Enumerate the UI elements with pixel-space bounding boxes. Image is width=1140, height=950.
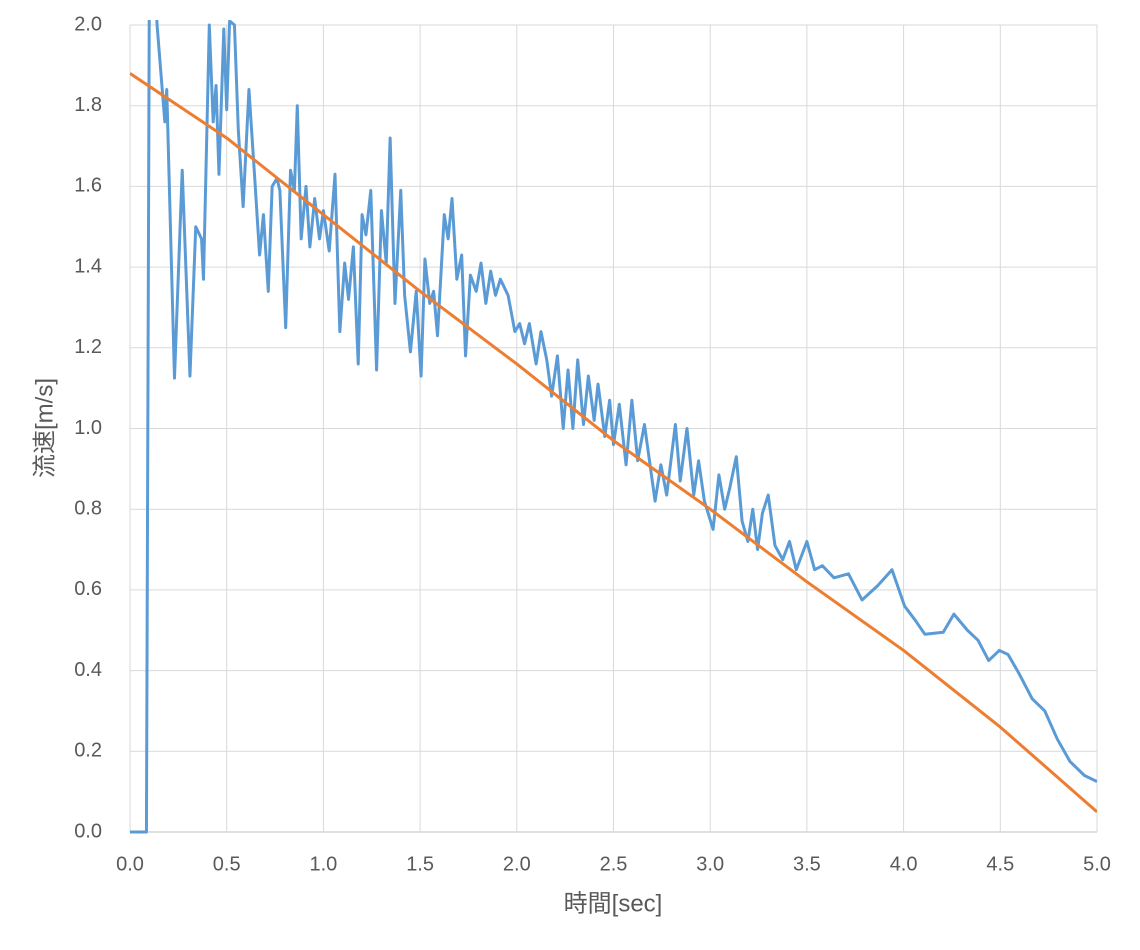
- series-line: [130, 20, 1097, 834]
- tick-labels: 0.0 0.2 0.4 0.6 0.8 1.0 1.2 1.4 1.6 1.8 2.0 0.0 0.5 1…: [74, 13, 1111, 875]
- x-tick-label: 4.0: [890, 853, 918, 875]
- y-tick-label: 1.4: [74, 255, 102, 277]
- y-tick-label: 0.6: [74, 578, 102, 600]
- y-tick-label: 1.2: [74, 336, 102, 358]
- y-tick-label: 0.2: [74, 740, 102, 762]
- x-tick-label: 2.5: [600, 853, 628, 875]
- x-tick-label: 1.5: [406, 853, 434, 875]
- y-tick-label: 1.0: [74, 417, 102, 439]
- y-tick-label: 0.4: [74, 659, 102, 681]
- series-line: [130, 72, 1097, 813]
- x-tick-label: 3.5: [793, 853, 821, 875]
- y-tick-label: 2.0: [74, 13, 102, 35]
- y-tick-label: 1.6: [74, 175, 102, 197]
- x-tick-label: 1.0: [309, 853, 337, 875]
- y-tick-label: 0.0: [74, 820, 102, 842]
- x-tick-label: 3.0: [696, 853, 724, 875]
- x-tick-label: 0.0: [116, 853, 144, 875]
- plot-area: [130, 20, 1097, 834]
- x-tick-label: 2.0: [503, 853, 531, 875]
- y-tick-label: 1.8: [74, 94, 102, 116]
- x-tick-label: 5.0: [1083, 853, 1111, 875]
- y-tick-label: 0.8: [74, 497, 102, 519]
- x-tick-label: 0.5: [213, 853, 241, 875]
- x-tick-label: 4.5: [986, 853, 1014, 875]
- x-axis-title: 時間[sec]: [564, 890, 663, 917]
- y-axis-title: 流速[m/s]: [31, 378, 58, 478]
